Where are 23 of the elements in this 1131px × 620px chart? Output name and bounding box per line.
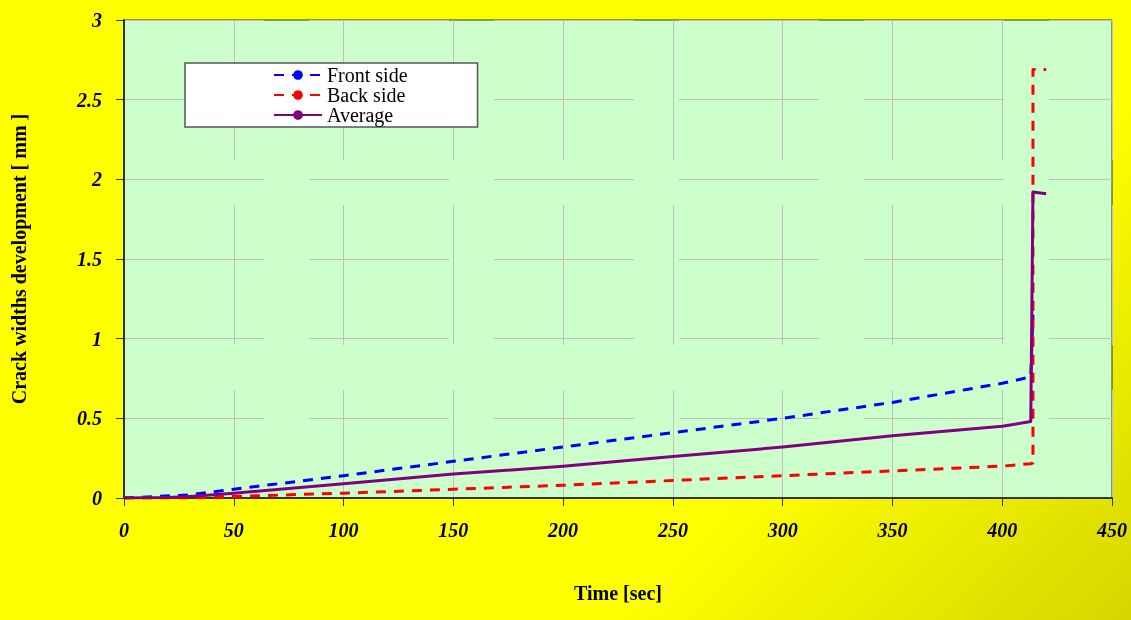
y-tick-label: 2 (91, 168, 102, 191)
y-tick-label: 3 (91, 9, 102, 31)
x-axis-title: Time [sec] (574, 582, 662, 604)
x-tick-label: 250 (656, 519, 688, 541)
x-tick-label: 200 (547, 519, 579, 541)
y-axis-title: Crack widths development [ mm ] (8, 113, 31, 405)
legend-label: Front side (327, 64, 408, 86)
x-tick-label: 400 (986, 519, 1018, 541)
legend-label: Back side (327, 84, 406, 106)
x-tick-label: 0 (119, 519, 129, 541)
x-tick-label: 100 (328, 519, 359, 541)
y-tick-label: 0.5 (77, 407, 102, 430)
y-tick-label: 1.5 (77, 248, 102, 270)
y-tick-label: 0 (92, 487, 102, 509)
x-tick-label: 350 (876, 519, 908, 541)
x-tick-label: 150 (438, 519, 469, 541)
x-tick-label: 300 (766, 519, 798, 541)
y-tick-label: 1 (92, 327, 102, 350)
x-tick-label: 450 (1096, 519, 1127, 541)
x-tick-label: 50 (223, 519, 244, 541)
legend-label: Average (327, 104, 394, 127)
line-series (122, 190, 1048, 500)
y-tick-label: 2.5 (76, 88, 102, 111)
